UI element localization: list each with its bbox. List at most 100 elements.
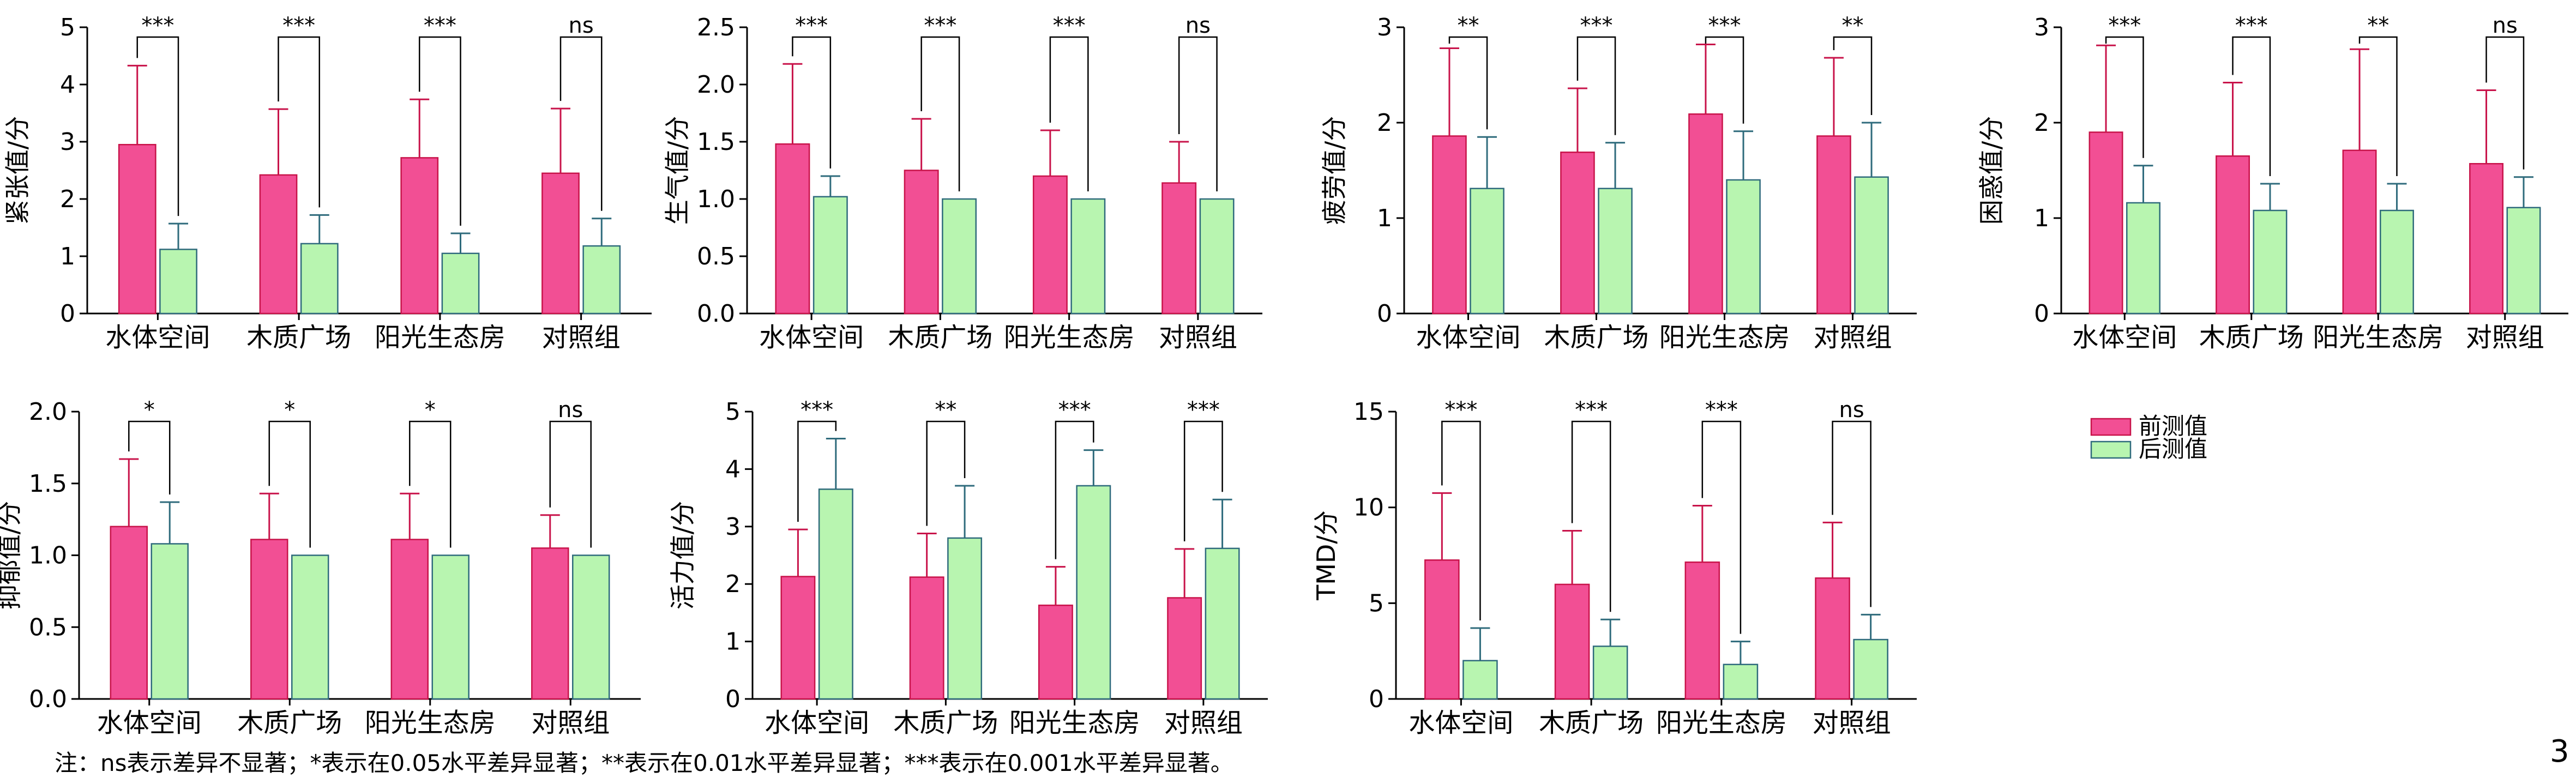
x-tick-label: 水体空间 — [1409, 708, 1513, 738]
significance-bracket — [2105, 36, 2144, 158]
significance-bracket — [920, 36, 960, 191]
significance-label: *** — [1705, 397, 1738, 423]
chart-vigor: 0 1 2 3 4 5 活力值/分 *** 水体空间 ** 木质广场 *** 阳光生态房 *** 对照组 — [668, 397, 1268, 738]
y-tick-label: 2.0 — [697, 71, 735, 99]
bar-post — [818, 488, 853, 700]
bar-pre — [1032, 175, 1068, 315]
x-tick-label: 木质广场 — [888, 322, 992, 353]
significance-bracket — [2485, 36, 2525, 170]
y-tick-label: 0 — [1369, 685, 1384, 713]
y-tick-label: 1.0 — [697, 185, 735, 213]
significance-label: ns — [1839, 397, 1864, 423]
significance-label: * — [284, 397, 295, 423]
page-number: 3 — [2550, 734, 2569, 769]
bar-pre — [775, 143, 810, 315]
bar-post — [151, 543, 189, 700]
significance-label: *** — [1053, 13, 1086, 38]
significance-bracket — [559, 36, 603, 211]
bar-post — [1470, 188, 1504, 315]
bar-post — [291, 554, 329, 700]
bar-pre — [1161, 182, 1197, 315]
significance-bracket — [128, 420, 171, 495]
x-tick-label: 木质广场 — [237, 708, 342, 738]
x-tick-label: 阳光生态房 — [375, 322, 505, 353]
significance-bracket — [2232, 36, 2271, 176]
legend-label: 后测值 — [2139, 436, 2207, 462]
significance-label: *** — [141, 13, 174, 38]
x-tick-label: 水体空间 — [765, 708, 869, 738]
bar-post — [812, 196, 848, 315]
x-tick-label: 木质广场 — [893, 708, 998, 738]
y-tick-label: 0 — [1377, 300, 1392, 328]
significance-bracket — [1055, 420, 1094, 559]
significance-label: *** — [1575, 397, 1608, 423]
x-tick-label: 木质广场 — [246, 322, 351, 353]
x-tick-label: 对照组 — [1159, 322, 1237, 353]
x-tick-label: 对照组 — [542, 322, 621, 353]
x-tick-label: 水体空间 — [105, 322, 210, 353]
significance-bracket — [1049, 36, 1089, 191]
bar-post — [300, 243, 339, 315]
significance-bracket — [1448, 36, 1488, 130]
significance-label: ** — [2367, 13, 2389, 38]
y-tick-label: 1 — [725, 628, 741, 656]
y-tick-label: 2.5 — [697, 14, 735, 41]
significance-bracket — [1571, 420, 1611, 612]
chart-depression: 0.0 0.5 1.0 1.5 2.0 抑郁值/分 * 水体空间 * 木质广场 * 阳光生态房 ns 对照… — [0, 397, 641, 738]
bar-post — [582, 245, 621, 315]
x-tick-label: 阳光生态房 — [2313, 322, 2443, 353]
bar-pre — [1684, 561, 1720, 700]
significance-bracket — [268, 420, 311, 548]
bar-post — [1853, 638, 1888, 700]
significance-bracket — [136, 36, 179, 216]
y-tick-label: 1.5 — [29, 470, 67, 498]
y-tick-label: 1 — [2034, 204, 2049, 232]
bar-post — [1076, 485, 1111, 700]
y-tick-label: 1.5 — [697, 128, 735, 156]
legend-swatch — [2090, 441, 2132, 459]
y-axis-label: 困惑值/分 — [1977, 116, 2006, 225]
y-tick-label: 4 — [60, 71, 75, 99]
bar-pre — [1688, 113, 1723, 315]
bar-post — [2380, 209, 2414, 315]
legend-label: 前测值 — [2139, 413, 2207, 439]
significance-bracket — [1441, 420, 1481, 621]
bar-pre — [2216, 155, 2250, 315]
bar-post — [1592, 646, 1628, 700]
bar-pre — [2469, 163, 2503, 315]
bar-post — [1598, 188, 1633, 315]
significance-label: *** — [282, 13, 315, 38]
y-tick-label: 3 — [725, 513, 741, 541]
bar-pre — [531, 547, 569, 700]
y-tick-label: 0 — [2034, 300, 2049, 328]
significance-bracket — [418, 36, 461, 226]
bar-post — [2506, 207, 2541, 315]
significance-label: *** — [1445, 397, 1477, 423]
bar-post — [1854, 176, 1889, 315]
significance-label: *** — [1058, 397, 1091, 423]
y-tick-label: 15 — [1353, 398, 1384, 426]
significance-bracket — [1178, 36, 1218, 191]
bar-pre — [904, 170, 939, 315]
y-tick-label: 10 — [1353, 494, 1384, 522]
y-axis-label: 疲劳值/分 — [1320, 116, 1349, 225]
bar-post — [947, 537, 983, 700]
y-tick-label: 4 — [725, 455, 741, 483]
significance-label: * — [425, 397, 436, 423]
y-tick-label: 3 — [60, 128, 75, 156]
bar-pre — [1167, 597, 1202, 700]
bar-pre — [909, 576, 944, 700]
y-tick-label: 0.5 — [697, 243, 735, 270]
significance-bracket — [2358, 36, 2398, 176]
bar-pre — [2089, 131, 2123, 315]
significance-label: ** — [935, 397, 956, 423]
x-tick-label: 水体空间 — [97, 708, 202, 738]
significance-bracket — [1833, 36, 1873, 115]
bar-pre — [250, 539, 288, 700]
y-tick-label: 0.0 — [697, 300, 735, 328]
y-tick-label: 0 — [725, 685, 741, 713]
bar-pre — [1432, 135, 1467, 315]
bar-pre — [2342, 149, 2377, 315]
x-tick-label: 木质广场 — [2199, 322, 2304, 353]
